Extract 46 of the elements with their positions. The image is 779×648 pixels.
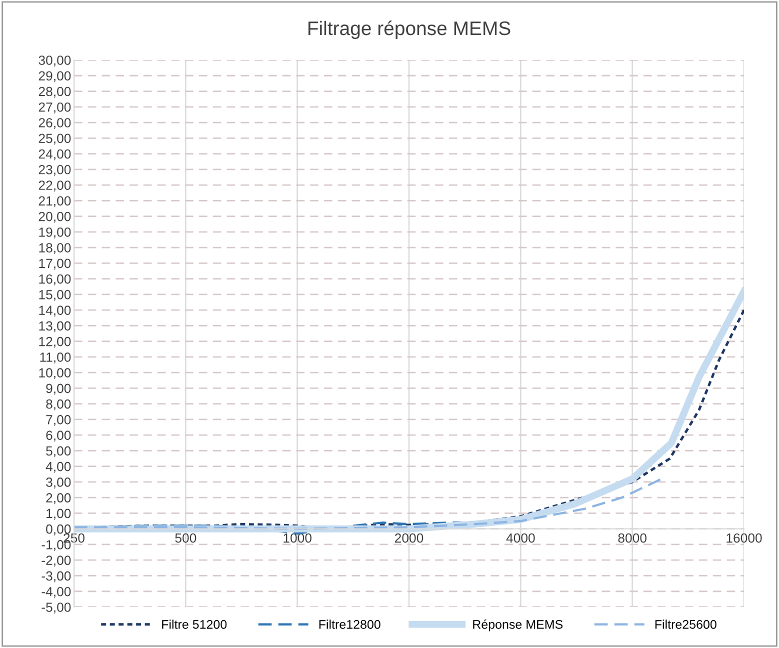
y-tick-label: 26,00	[38, 118, 71, 129]
y-tick-label: 1,00	[46, 508, 71, 520]
y-tick-label: 10,00	[39, 368, 71, 380]
y-tick-label: 17,00	[39, 258, 71, 270]
y-tick-label: 13,00	[39, 321, 71, 332]
y-tick-label: 6,00	[46, 430, 71, 442]
y-tick-label: 27,00	[38, 102, 71, 114]
legend-label: Filtre25600	[655, 620, 716, 629]
y-tick-label: 25,00	[38, 134, 71, 145]
y-tick-label: 18,00	[39, 243, 71, 254]
y-tick-label: 21,00	[38, 196, 71, 208]
y-tick-label: 7,00	[46, 415, 71, 426]
y-tick-label: 12,00	[39, 336, 71, 348]
x-tick-label: 16000	[726, 533, 762, 543]
y-tick-label: 20,00	[38, 212, 71, 223]
x-tick-label: 1000	[284, 533, 312, 543]
y-tick-label: -4,00	[42, 586, 71, 598]
legend-label: Filtre12800	[319, 620, 380, 629]
y-tick-label: 29,00	[38, 71, 71, 82]
y-tick-label: 28,00	[38, 86, 71, 98]
y-tick-label: 30,00	[38, 56, 71, 66]
legend-label: Filtre 51200	[162, 620, 227, 629]
y-tick-label: 16,00	[39, 274, 71, 286]
y-tick-label: -5,00	[42, 602, 71, 614]
y-tick-label: 15,00	[39, 290, 71, 301]
y-tick-label: 19,00	[39, 227, 71, 238]
y-tick-label: 5,00	[46, 446, 71, 458]
y-tick-label: 23,00	[38, 164, 71, 176]
y-tick-label: 9,00	[46, 384, 71, 395]
y-tick-label: 3,00	[46, 478, 71, 488]
chart-title: Filtrage réponse MEMS	[308, 20, 510, 40]
y-tick-label: 2,00	[46, 493, 71, 504]
x-tick-label: 2000	[394, 533, 424, 543]
y-tick-label: 14,00	[39, 306, 71, 317]
x-tick-label: 8000	[618, 533, 646, 543]
y-tick-label: 24,00	[38, 149, 71, 160]
y-tick-label: 8,00	[46, 399, 71, 410]
y-tick-label: 22,00	[38, 180, 71, 192]
legend-label: Réponse MEMS	[473, 620, 563, 632]
y-tick-label: 0,00	[46, 524, 71, 536]
y-tick-label: 11,00	[40, 352, 71, 364]
y-tick-label: 4,00	[46, 462, 71, 473]
y-tick-label: -2,00	[42, 556, 71, 567]
y-tick-label: -3,00	[42, 571, 71, 582]
x-tick-label: 500	[175, 533, 196, 543]
x-tick-label: 4000	[506, 533, 535, 543]
